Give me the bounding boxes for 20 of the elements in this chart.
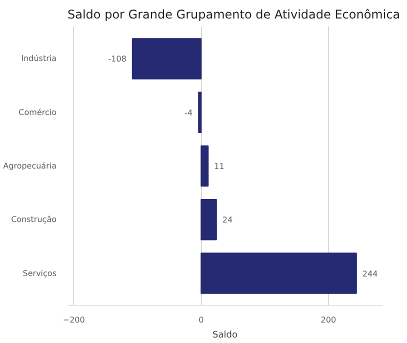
data-label: -4 [184, 108, 193, 118]
x-tick-label: 200 [320, 316, 336, 324]
y-tick-label: Comércio [18, 108, 57, 117]
bar [200, 252, 357, 294]
y-tick-label: Serviços [22, 268, 57, 278]
data-label: 244 [362, 269, 378, 278]
data-label: 24 [222, 216, 233, 225]
x-tick-label: 0 [198, 316, 204, 324]
y-tick-label: Construção [11, 215, 57, 224]
y-tick-label: Indústria [21, 54, 57, 64]
data-label: 11 [214, 162, 224, 171]
bar [200, 199, 217, 240]
bar [132, 38, 202, 80]
chart-title: Saldo por Grande Grupamento de Atividade Econômica [68, 8, 400, 22]
x-axis-title: Saldo [212, 330, 238, 340]
bar [198, 92, 202, 133]
data-label: -108 [108, 54, 126, 64]
x-tick-label: −200 [62, 316, 85, 324]
y-tick-label: Agropecuária [3, 162, 57, 170]
bar [200, 145, 209, 187]
